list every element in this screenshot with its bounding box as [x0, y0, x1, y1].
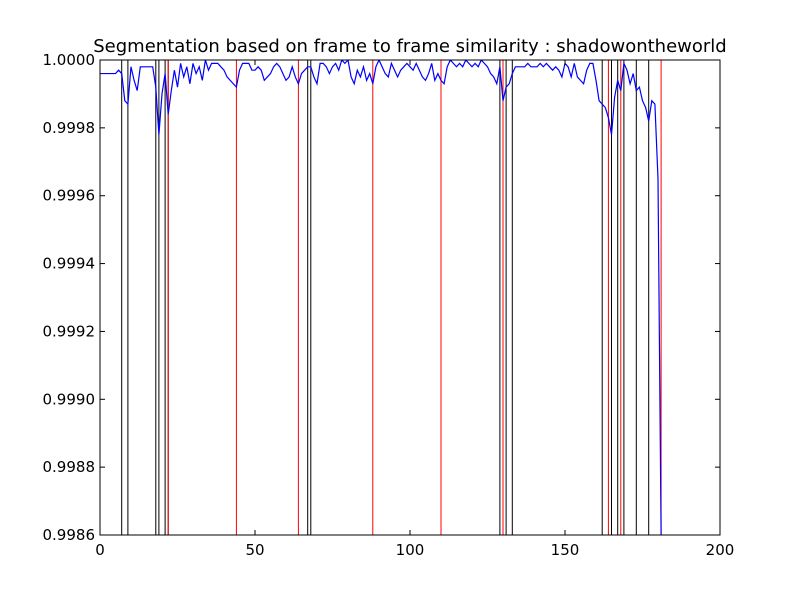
y-axis: 0.9986 0.9988 0.9990 0.9992 0.9994 0.9996 0.99…	[43, 51, 720, 544]
y-tick-label: 0.9996	[43, 187, 96, 205]
y-tick-label: 0.9992	[43, 322, 96, 340]
x-tick-label: 50	[245, 541, 264, 559]
segment-boundaries	[121, 60, 662, 535]
chart-title: Segmentation based on frame to frame sim…	[93, 36, 726, 57]
plot-frame	[99, 59, 721, 536]
x-tick-label: 200	[706, 541, 735, 559]
x-tick-label: 150	[551, 541, 580, 559]
y-tick-label: 0.9990	[43, 390, 96, 408]
y-tick-label: 0.9998	[43, 119, 96, 137]
x-tick-label: 100	[396, 541, 425, 559]
y-tick-label: 0.9994	[43, 255, 96, 273]
y-tick-label: 1.0000	[43, 51, 96, 69]
y-tick-label: 0.9988	[43, 458, 96, 476]
series-group	[100, 60, 662, 535]
y-tick-label: 0.9986	[43, 526, 96, 544]
x-tick-label: 0	[95, 541, 105, 559]
series-line	[100, 60, 662, 535]
x-axis: 0 50 100 150 200	[95, 60, 734, 559]
